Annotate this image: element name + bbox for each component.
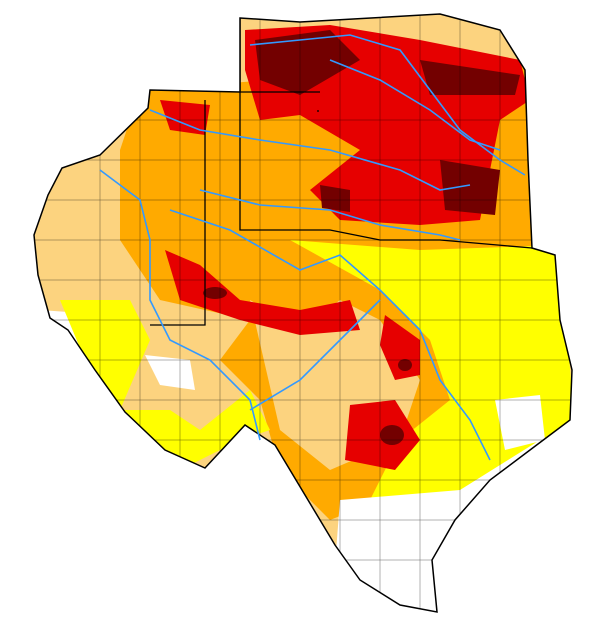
d4-area	[255, 30, 360, 95]
rivers	[99, 34, 526, 461]
d3-area	[160, 100, 210, 135]
none-area	[495, 395, 545, 450]
d3-area	[165, 250, 360, 335]
none-area	[145, 355, 195, 390]
region-outline	[33, 13, 573, 613]
d4-area	[380, 425, 404, 445]
d4-area	[420, 60, 520, 95]
d0-area	[60, 300, 270, 470]
d4-area	[320, 185, 350, 212]
d4-area	[398, 359, 412, 371]
d4-area	[440, 160, 500, 215]
d4-area	[203, 287, 227, 299]
